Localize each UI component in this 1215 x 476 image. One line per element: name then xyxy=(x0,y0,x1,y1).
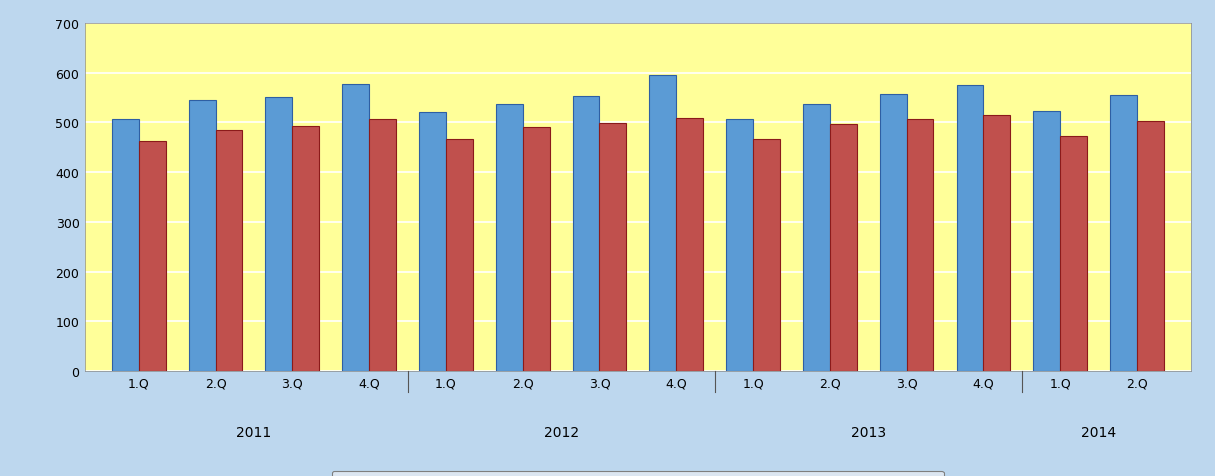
Bar xyxy=(1033,112,1061,371)
Bar xyxy=(343,84,369,371)
Bar xyxy=(599,124,627,371)
Bar xyxy=(649,75,677,371)
Bar xyxy=(293,127,320,371)
Legend: disponibilní důchod domácností (v mld. Kč), konečná spotřeba domácností (v mld. : disponibilní důchod domácností (v mld. K… xyxy=(332,471,944,476)
Bar xyxy=(830,125,857,371)
Bar xyxy=(522,128,549,371)
Bar xyxy=(803,105,830,371)
Bar xyxy=(1061,137,1087,371)
Bar xyxy=(139,142,165,371)
Bar xyxy=(753,139,780,371)
Bar xyxy=(906,119,933,371)
Bar xyxy=(983,116,1010,371)
Bar xyxy=(677,119,703,371)
Bar xyxy=(572,97,599,371)
Bar xyxy=(215,131,243,371)
Bar xyxy=(496,105,522,371)
Bar xyxy=(419,113,446,371)
Bar xyxy=(1137,122,1164,371)
Bar xyxy=(112,119,139,371)
Bar xyxy=(956,85,983,371)
Text: 2014: 2014 xyxy=(1081,425,1117,439)
Bar xyxy=(369,119,396,371)
Bar xyxy=(266,98,293,371)
Text: 2013: 2013 xyxy=(850,425,886,439)
Text: 2011: 2011 xyxy=(237,425,272,439)
Bar xyxy=(1111,96,1137,371)
Text: 2012: 2012 xyxy=(543,425,578,439)
Bar xyxy=(880,95,906,371)
Bar xyxy=(727,119,753,371)
Bar xyxy=(188,101,215,371)
Bar xyxy=(446,139,473,371)
